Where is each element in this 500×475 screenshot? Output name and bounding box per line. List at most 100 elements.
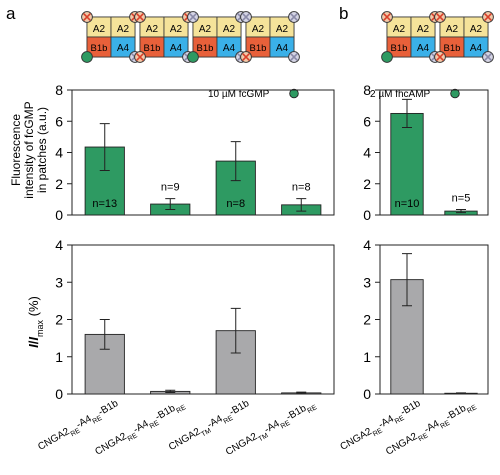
y-tick-label: 4 <box>363 145 371 161</box>
y-tick-label: 4 <box>55 237 63 253</box>
marker-cross <box>484 53 492 61</box>
y-tick-label: 8 <box>55 82 63 98</box>
subunit-label-b1b: B1b <box>197 43 214 54</box>
y-tick-label: 0 <box>363 386 371 402</box>
subunit-label-a2: A2 <box>199 24 212 35</box>
error-bar <box>456 392 466 395</box>
channel-schematic-1: A2 A2 B1b A4 <box>81 11 141 63</box>
charts: 0 2 4 6 8 n=13 n=9 n=8 n=8 0 1 2 3 4 0 2 4 6 8 n=10 n=5 0 1 2 3 4 <box>55 82 489 402</box>
y-tick-label: 0 <box>55 386 63 402</box>
marker-cross <box>136 53 144 61</box>
subunit-label-a2: A2 <box>276 24 289 35</box>
marker-cross <box>83 13 91 21</box>
marker <box>187 51 199 63</box>
subunit-label-a4: A4 <box>223 43 236 54</box>
ylabel-top-line-3: in patches (a.u.) <box>35 107 49 193</box>
error-bar <box>165 198 176 211</box>
marker-cross <box>242 53 250 61</box>
channel-schematic-6: A2 A2 B1b A4 <box>434 11 494 63</box>
y-tick-label: 2 <box>55 176 63 192</box>
chart-b-bottom: 0 1 2 3 4 <box>363 237 489 402</box>
subunit-label-b1b: B1b <box>91 43 108 54</box>
annotation-a-ligand-icon <box>289 88 299 99</box>
n-label: n=5 <box>452 193 471 205</box>
error-bar <box>402 253 412 307</box>
chart-b-top: 0 2 4 6 8 n=10 n=5 <box>363 82 489 223</box>
error-bar <box>402 98 412 128</box>
annotation-a: 10 µM fcGMP <box>208 88 299 100</box>
marker-cross <box>436 53 444 61</box>
y-tick-label: 0 <box>55 207 63 223</box>
subunit-label-a2: A2 <box>170 24 183 35</box>
channel-schematic-4: A2 A2 B1b A4 <box>240 11 300 63</box>
subunit-label-b1b: B1b <box>250 43 267 54</box>
y-tick-label: 4 <box>55 145 63 161</box>
marker-cross <box>484 13 492 21</box>
subunit-label-b1b: B1b <box>444 43 461 54</box>
annotation-b-ligand-icon <box>450 88 460 99</box>
marker <box>381 51 393 63</box>
marker-cross <box>136 13 144 21</box>
n-label: n=8 <box>292 182 311 194</box>
subunit-label-a2: A2 <box>393 24 406 35</box>
error-bar <box>230 141 241 182</box>
n-label: n=8 <box>226 198 245 210</box>
subunit-label-a2: A2 <box>446 24 459 35</box>
subunit-label-a2: A2 <box>117 24 130 35</box>
y-tick-label: 2 <box>363 312 371 328</box>
y-tick-label: 2 <box>363 176 371 192</box>
y-tick-label: 0 <box>363 207 371 223</box>
ylabel-bottom: I/Imax (%) <box>26 296 45 348</box>
subunit-label-a2: A2 <box>417 24 430 35</box>
y-tick-label: 4 <box>363 237 371 253</box>
subunit-label-a2: A2 <box>252 24 265 35</box>
y-tick-label: 6 <box>55 113 63 129</box>
marker-cross <box>242 13 250 21</box>
marker-cross <box>383 13 391 21</box>
error-bar <box>456 209 466 214</box>
error-bar <box>99 123 110 171</box>
error-bar <box>296 198 307 212</box>
y-tick-label: 1 <box>363 349 371 365</box>
bar <box>390 112 424 216</box>
ylabel-top: Fluorescence intensity of fcGMP in patch… <box>9 101 49 198</box>
chart-a-bottom: 0 1 2 3 4 <box>55 237 335 402</box>
subunit-label-b1b: B1b <box>391 43 408 54</box>
marker-cross <box>290 53 298 61</box>
subunit-a4 <box>410 36 436 58</box>
marker-cross <box>189 13 197 21</box>
marker-cross <box>290 13 298 21</box>
chart-a-top: 0 2 4 6 8 n=13 n=9 n=8 n=8 <box>55 82 335 223</box>
n-label: n=13 <box>92 198 117 210</box>
x-category-label: CNGA2RE-A4RE-B1bRE <box>384 398 478 460</box>
subunit-a4 <box>110 36 136 58</box>
subunit-label-a4: A4 <box>417 43 430 54</box>
subunit-label-a4: A4 <box>470 43 483 54</box>
subunit-label-a2: A2 <box>470 24 483 35</box>
annotation-b-text: 2 µM fhcAMP <box>370 89 431 100</box>
subunit-label-a2: A2 <box>223 24 236 35</box>
marker <box>81 51 93 63</box>
subunit-label-a4: A4 <box>117 43 130 54</box>
x-axis-labels: CNGA2RE-A4RE-B1bCNGA2RE-A4RE-B1bRECNGA2T… <box>36 398 478 460</box>
y-tick-label: 3 <box>55 274 63 290</box>
annotation-b: 2 µM fhcAMP <box>370 88 460 100</box>
subunit-label-a4: A4 <box>276 43 289 54</box>
marker-cross <box>436 13 444 21</box>
subunit-label-a2: A2 <box>146 24 159 35</box>
ylabel-top-line-1: Fluorescence <box>9 114 23 186</box>
ylabel-bottom-text: I/Imax (%) <box>26 296 45 348</box>
y-tick-label: 6 <box>363 113 371 129</box>
y-tick-label: 8 <box>363 82 371 98</box>
subunit-a4 <box>463 36 489 58</box>
subunit-a4 <box>216 36 242 58</box>
ylabel-top-line-2: intensity of fcGMP <box>22 101 36 198</box>
channel-schematic-2: A2 A2 B1b A4 <box>134 11 194 63</box>
error-bar <box>99 319 110 350</box>
panel-label-b: b <box>339 4 348 23</box>
channel-schematic-5: A2 A2 B1b A4 <box>381 11 441 63</box>
y-tick-label: 2 <box>55 312 63 328</box>
error-bar <box>230 307 241 354</box>
panel-label-a: a <box>6 4 16 23</box>
